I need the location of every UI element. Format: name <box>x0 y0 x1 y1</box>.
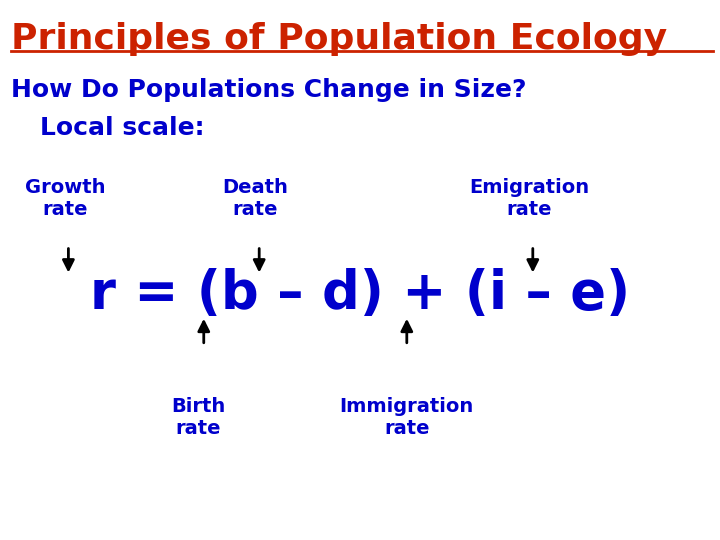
Text: r = (b – d) + (i – e): r = (b – d) + (i – e) <box>90 268 630 320</box>
Text: Immigration
rate: Immigration rate <box>340 397 474 438</box>
Text: Death
rate: Death rate <box>222 178 289 219</box>
Text: Emigration
rate: Emigration rate <box>469 178 589 219</box>
Text: How Do Populations Change in Size?: How Do Populations Change in Size? <box>11 78 526 102</box>
Text: Principles of Population Ecology: Principles of Population Ecology <box>11 22 667 56</box>
Text: Birth
rate: Birth rate <box>171 397 225 438</box>
Text: Local scale:: Local scale: <box>40 116 204 140</box>
Text: Growth
rate: Growth rate <box>24 178 105 219</box>
